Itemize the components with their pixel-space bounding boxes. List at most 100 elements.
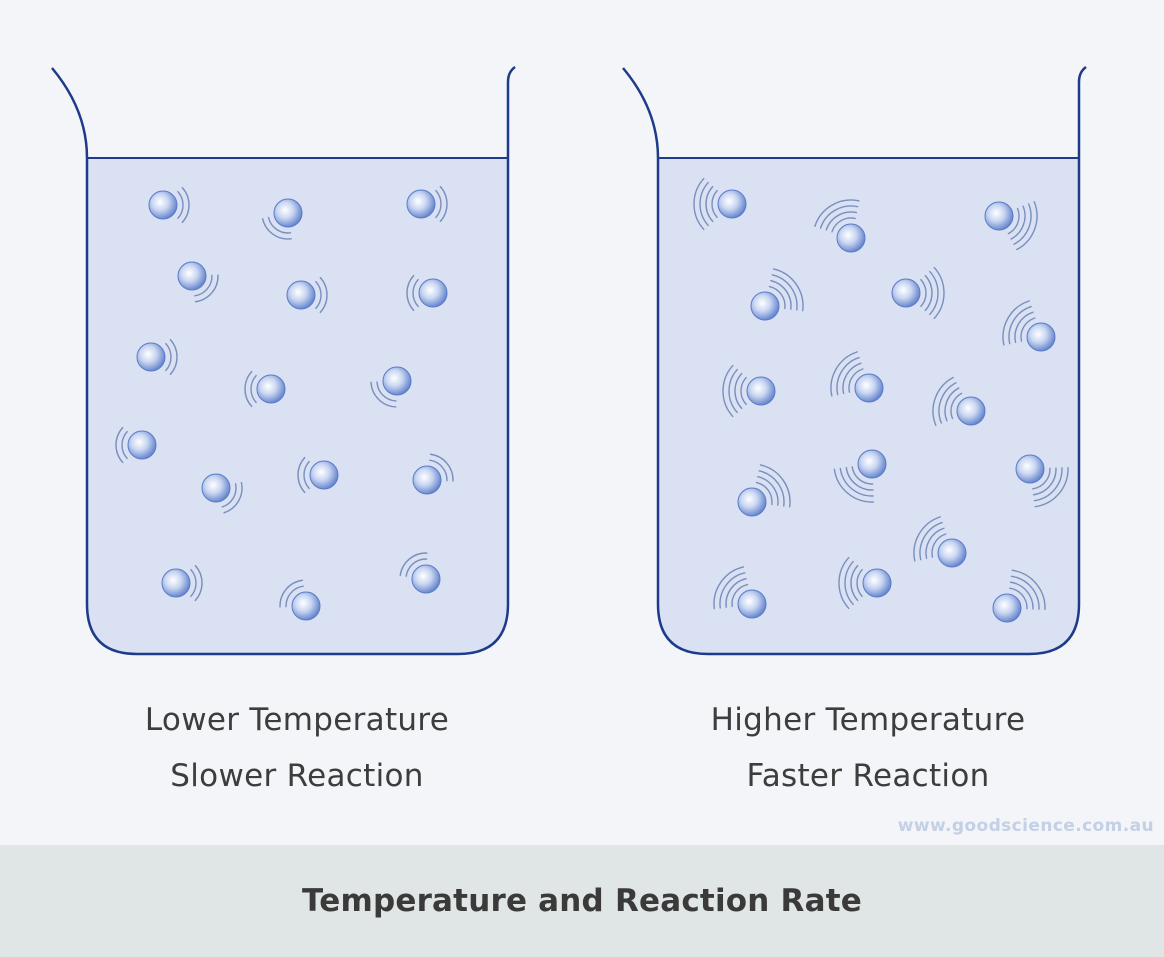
motion-lines bbox=[177, 186, 190, 224]
particle bbox=[984, 201, 1038, 251]
website-watermark: www.goodscience.com.au bbox=[897, 816, 1154, 836]
particle bbox=[201, 473, 243, 514]
particle-sphere bbox=[177, 261, 207, 291]
footer-title: Temperature and Reaction Rate bbox=[302, 883, 862, 919]
particle bbox=[913, 516, 967, 568]
particle-sphere bbox=[286, 280, 316, 310]
particle bbox=[722, 364, 776, 418]
particle bbox=[286, 276, 328, 314]
particle-sphere bbox=[854, 373, 884, 403]
particle bbox=[830, 351, 884, 403]
particle-sphere bbox=[746, 376, 776, 406]
motion-lines bbox=[297, 456, 310, 494]
motion-lines bbox=[244, 370, 257, 408]
particle-sphere bbox=[412, 465, 442, 495]
motion-lines bbox=[194, 274, 219, 303]
particle bbox=[406, 185, 448, 223]
motion-lines bbox=[755, 464, 791, 508]
particle-sphere bbox=[1015, 454, 1045, 484]
motion-lines bbox=[693, 177, 718, 231]
motion-lines bbox=[165, 338, 178, 376]
particle-sphere bbox=[937, 538, 967, 568]
particle bbox=[115, 426, 157, 464]
particle-sphere bbox=[737, 487, 767, 517]
liquid bbox=[658, 158, 1079, 654]
particle-sphere bbox=[291, 591, 321, 621]
caption-higher-temperature: Higher Temperature Faster Reaction bbox=[668, 692, 1068, 804]
motion-lines bbox=[838, 556, 863, 610]
particle-sphere bbox=[836, 223, 866, 253]
motion-lines bbox=[435, 185, 448, 223]
motion-lines bbox=[279, 579, 304, 608]
particle bbox=[297, 456, 339, 494]
motion-lines bbox=[1032, 466, 1069, 508]
particle-sphere bbox=[737, 589, 767, 619]
particles bbox=[115, 185, 454, 621]
motion-lines bbox=[429, 453, 454, 482]
motion-lines bbox=[261, 216, 292, 240]
motion-lines bbox=[221, 481, 243, 514]
particle bbox=[750, 268, 804, 321]
particle-sphere bbox=[862, 568, 892, 598]
particle-sphere bbox=[418, 278, 448, 308]
particle-sphere bbox=[127, 430, 157, 460]
motion-lines bbox=[315, 276, 328, 314]
motion-lines bbox=[830, 351, 864, 397]
motion-lines bbox=[913, 516, 947, 562]
motion-lines bbox=[722, 364, 747, 418]
particle-sphere bbox=[161, 568, 191, 598]
motion-lines bbox=[1007, 201, 1038, 251]
motion-lines bbox=[814, 199, 860, 233]
beaker-outline bbox=[622, 65, 1087, 656]
particle-sphere bbox=[406, 189, 436, 219]
particle-sphere bbox=[750, 291, 780, 321]
particle bbox=[833, 449, 887, 503]
particle-sphere bbox=[984, 201, 1014, 231]
particle bbox=[261, 198, 303, 240]
caption-lower-temperature: Lower Temperature Slower Reaction bbox=[97, 692, 497, 804]
particle-sphere bbox=[891, 278, 921, 308]
motion-lines bbox=[833, 466, 875, 503]
particle bbox=[737, 464, 791, 517]
motion-lines bbox=[920, 266, 945, 320]
motion-lines bbox=[370, 381, 397, 408]
particle-sphere bbox=[309, 460, 339, 490]
motion-lines bbox=[1002, 300, 1036, 346]
particle bbox=[693, 177, 747, 231]
particle bbox=[161, 564, 203, 602]
particle-sphere bbox=[382, 366, 412, 396]
particle bbox=[244, 370, 286, 408]
liquid bbox=[87, 158, 508, 654]
particle-sphere bbox=[201, 473, 231, 503]
particle-sphere bbox=[148, 190, 178, 220]
caption-line-temperature: Higher Temperature bbox=[710, 702, 1026, 738]
particle bbox=[838, 556, 892, 610]
particle-sphere bbox=[1026, 322, 1056, 352]
particle-sphere bbox=[857, 449, 887, 479]
particle-sphere bbox=[273, 198, 303, 228]
particle bbox=[177, 261, 219, 303]
motion-lines bbox=[190, 564, 203, 602]
particle bbox=[932, 376, 986, 426]
particle bbox=[814, 199, 866, 253]
beaker-outline bbox=[51, 65, 516, 656]
diagram bbox=[51, 65, 1087, 656]
particle bbox=[713, 566, 767, 619]
particle bbox=[1015, 454, 1069, 508]
particle bbox=[148, 186, 190, 224]
particle-sphere bbox=[956, 396, 986, 426]
particle bbox=[406, 274, 448, 312]
caption-line-temperature: Lower Temperature bbox=[144, 702, 450, 738]
beaker-higher-temperature bbox=[622, 65, 1087, 656]
particle-sphere bbox=[717, 189, 747, 219]
caption-line-reaction: Faster Reaction bbox=[746, 758, 990, 794]
footer-bar: Temperature and Reaction Rate bbox=[0, 845, 1164, 957]
particle-sphere bbox=[992, 593, 1022, 623]
beaker-lower-temperature bbox=[51, 65, 516, 656]
particle-sphere bbox=[411, 564, 441, 594]
motion-lines bbox=[406, 274, 419, 312]
particle bbox=[399, 552, 441, 594]
particles bbox=[693, 177, 1069, 623]
particle bbox=[891, 266, 945, 320]
particle bbox=[279, 579, 321, 621]
